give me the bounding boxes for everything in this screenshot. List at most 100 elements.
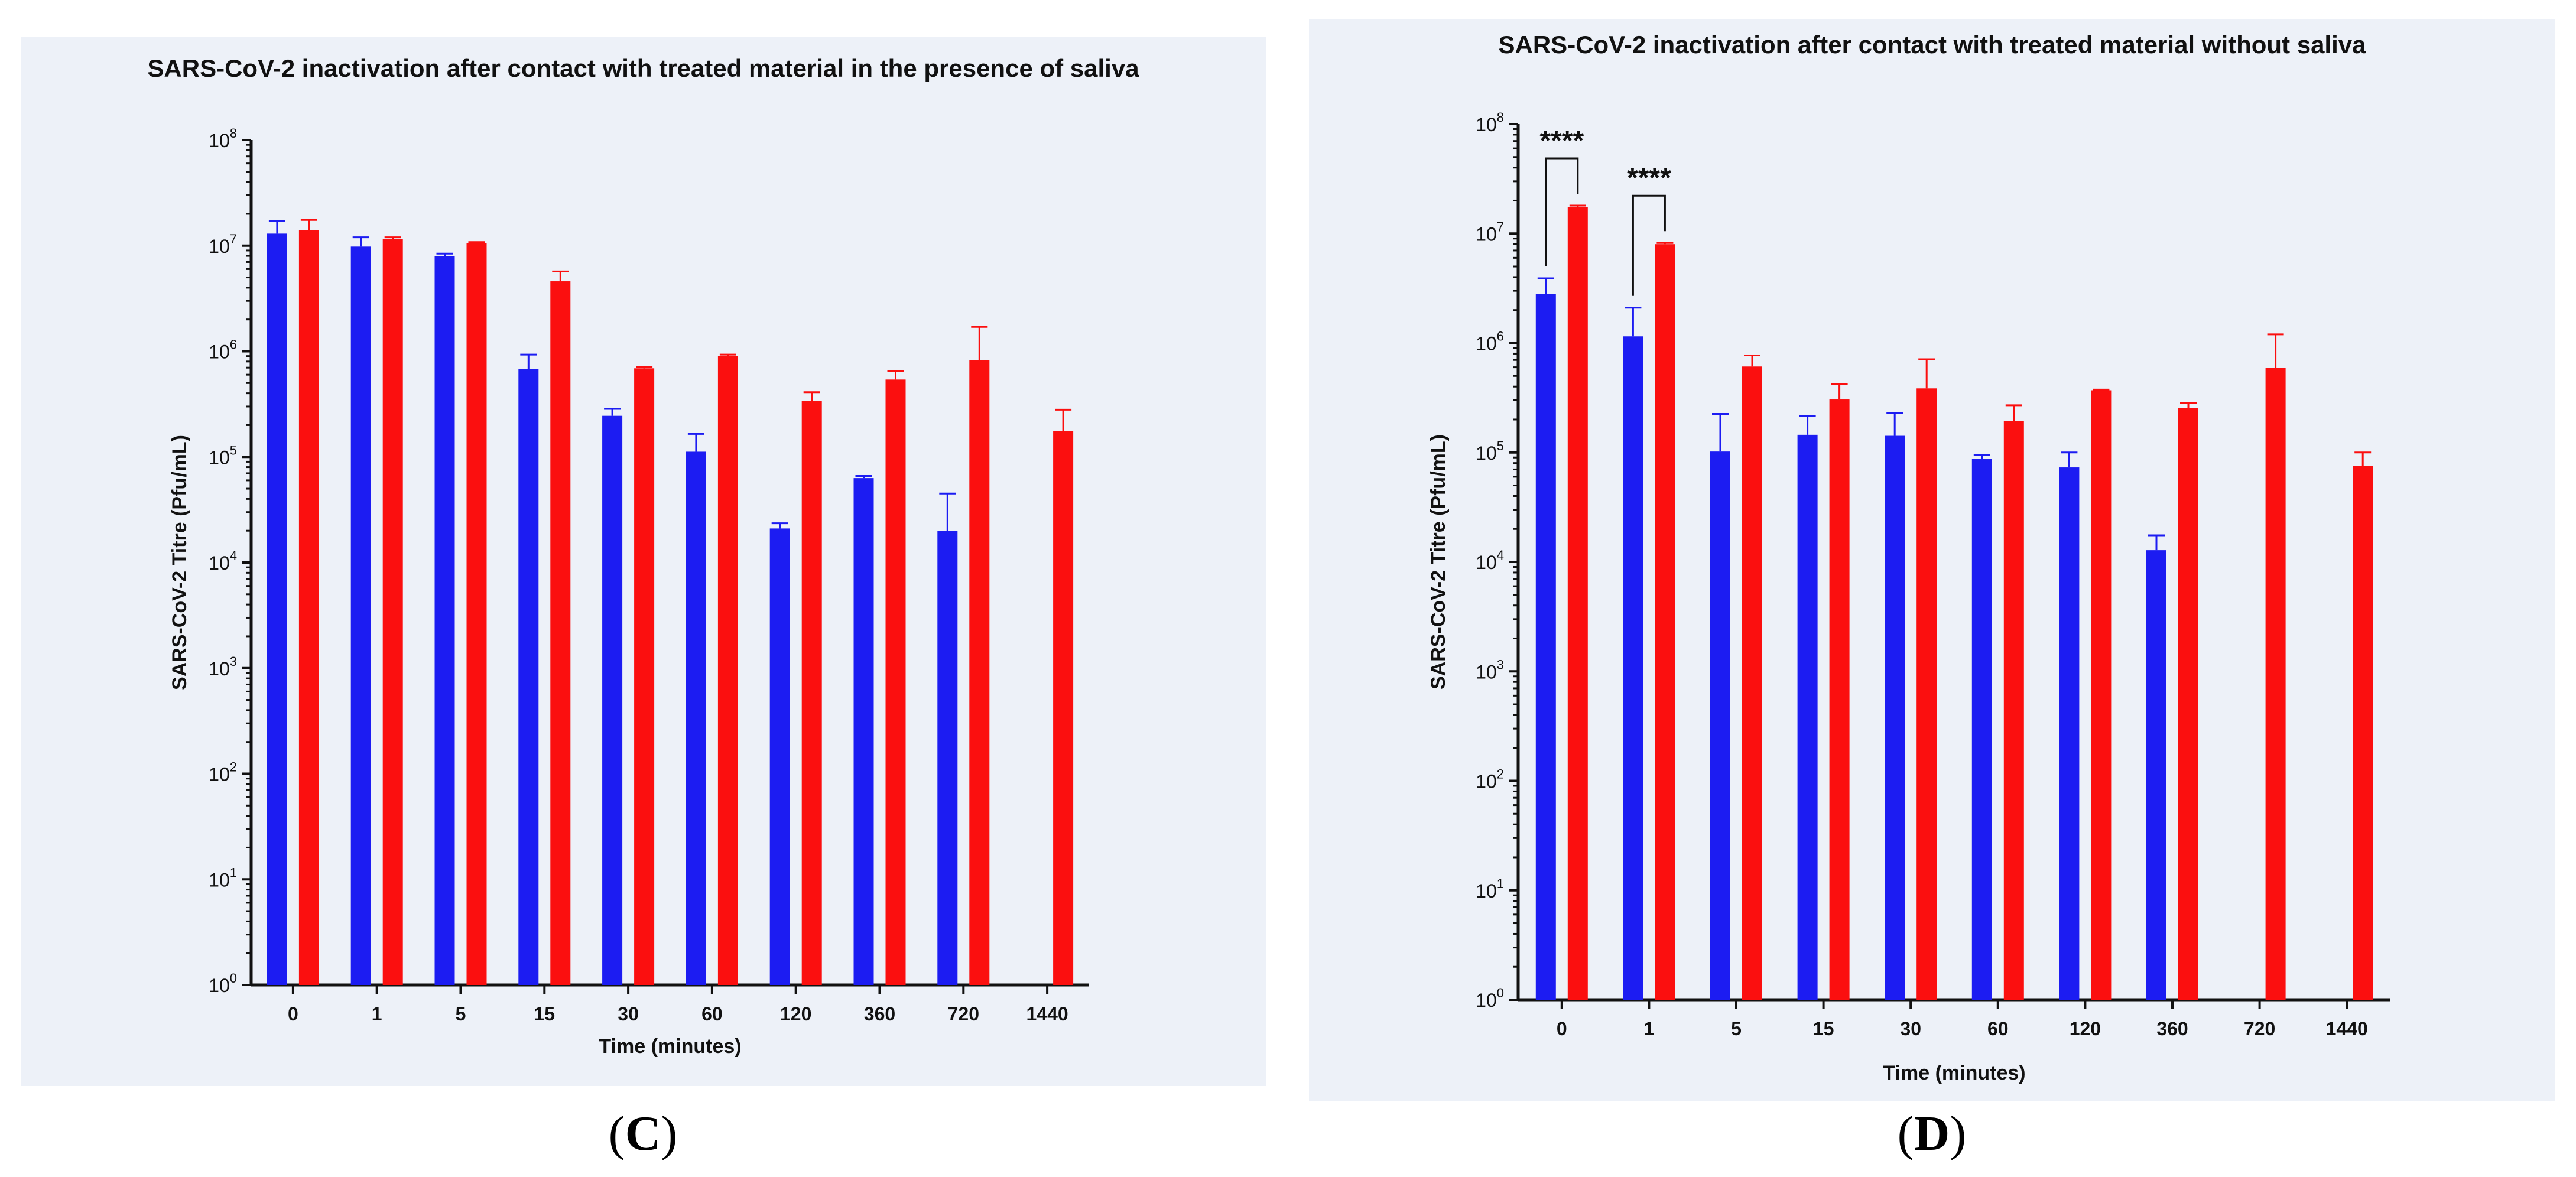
y-tick-label: 101 (209, 865, 237, 890)
y-tick-exponent: 5 (230, 443, 237, 457)
y-tick-base: 10 (1476, 333, 1497, 355)
bar (769, 528, 790, 985)
significance-bracket (1545, 157, 1579, 267)
y-tick-exponent: 5 (1497, 438, 1504, 453)
y-tick-base: 10 (1476, 223, 1497, 245)
y-tick-exponent: 3 (1497, 657, 1504, 672)
y-axis-title: SARS-CoV-2 Titre (Pfu/mL) (168, 435, 191, 690)
y-tick-label: 104 (209, 548, 237, 574)
y-tick-exponent: 2 (230, 760, 237, 775)
y-axis-title: SARS-CoV-2 Titre (Pfu/mL) (1427, 434, 1450, 690)
bar (2003, 421, 2024, 1000)
x-tick-label: 0 (288, 1003, 298, 1025)
bar (2059, 467, 2080, 1000)
y-tick-base: 10 (1476, 114, 1497, 135)
x-tick-label: 30 (618, 1003, 639, 1025)
bar (298, 230, 319, 985)
bar (1885, 435, 1905, 1000)
bar (1916, 388, 1937, 1000)
x-tick-label: 5 (456, 1003, 466, 1025)
x-tick-label: 360 (2156, 1018, 2188, 1039)
x-axis-title: Time (minutes) (599, 1035, 741, 1058)
y-tick-label: 101 (1476, 876, 1504, 902)
x-axis-title: Time (minutes) (1883, 1062, 2025, 1084)
y-tick-base: 10 (209, 975, 230, 996)
x-tick-label: 360 (864, 1003, 895, 1025)
bar (2146, 550, 2166, 1000)
bar (1655, 244, 1675, 1000)
bar (267, 233, 287, 986)
bar (969, 360, 990, 985)
y-tick-label: 100 (1476, 986, 1504, 1011)
bar (518, 369, 539, 986)
bar (885, 379, 906, 985)
bar (937, 531, 958, 985)
y-tick-base: 10 (1476, 771, 1497, 792)
y-tick-base: 10 (209, 658, 230, 679)
x-tick-label: 60 (1987, 1018, 2009, 1039)
y-tick-base: 10 (209, 130, 230, 151)
y-tick-base: 10 (1476, 990, 1497, 1011)
bar (801, 401, 822, 985)
y-tick-label: 103 (1476, 657, 1504, 682)
bar (1742, 366, 1762, 1000)
x-tick-label: 5 (1731, 1018, 1742, 1039)
bar (434, 256, 455, 986)
y-tick-exponent: 3 (230, 654, 237, 669)
chart-title: SARS-CoV-2 inactivation after contact wi… (1498, 31, 2366, 58)
x-tick-label: 30 (1900, 1018, 1921, 1039)
y-tick-exponent: 2 (1497, 767, 1504, 782)
y-tick-base: 10 (1476, 552, 1497, 573)
x-tick-label: 120 (780, 1003, 811, 1025)
y-tick-label: 105 (209, 443, 237, 468)
x-tick-label: 720 (948, 1003, 979, 1025)
bar (1710, 451, 1730, 1000)
bar (717, 356, 738, 985)
y-tick-base: 10 (209, 342, 230, 363)
y-tick-base: 10 (209, 869, 230, 890)
y-tick-label: 102 (1476, 767, 1504, 792)
bar (853, 478, 874, 985)
x-tick-label: 1 (372, 1003, 382, 1025)
x-tick-label: 720 (2244, 1018, 2275, 1039)
bar (2353, 466, 2373, 1000)
x-tick-label: 1440 (2326, 1018, 2368, 1039)
y-tick-base: 10 (1476, 880, 1497, 902)
bar (2178, 408, 2198, 1000)
y-tick-label: 106 (1476, 329, 1504, 355)
panel-c: SARS-CoV-2 inactivation after contact wi… (21, 37, 1266, 1086)
y-tick-exponent: 6 (230, 337, 237, 352)
y-tick-label: 103 (209, 654, 237, 679)
bar (634, 368, 655, 986)
x-tick-label: 0 (1557, 1018, 1567, 1039)
bar (1623, 336, 1643, 1000)
y-tick-exponent: 8 (1497, 110, 1504, 125)
x-tick-label: 1440 (1026, 1003, 1068, 1025)
y-tick-exponent: 8 (230, 126, 237, 141)
bar (550, 281, 571, 986)
bar (2265, 368, 2286, 1000)
y-tick-exponent: 0 (230, 971, 237, 986)
y-tick-exponent: 7 (1497, 219, 1504, 234)
bar (1971, 459, 1992, 1000)
chart-title: SARS-CoV-2 inactivation after contact wi… (147, 54, 1139, 82)
x-tick-label: 1 (1644, 1018, 1655, 1039)
bar (1053, 431, 1074, 985)
y-tick-label: 102 (209, 760, 237, 785)
y-tick-base: 10 (209, 552, 230, 574)
y-tick-label: 105 (1476, 438, 1504, 464)
y-tick-label: 106 (209, 337, 237, 363)
panel-label-c: (C) (608, 1106, 678, 1161)
y-tick-exponent: 0 (1497, 986, 1504, 1000)
bar (2091, 390, 2112, 1000)
panel-d: SARS-CoV-2 inactivation after contact wi… (1309, 19, 2555, 1101)
significance-bracket (1632, 194, 1666, 296)
y-tick-label: 108 (1476, 110, 1504, 135)
x-tick-label: 15 (534, 1003, 556, 1025)
bar (602, 415, 623, 985)
y-tick-exponent: 1 (1497, 876, 1504, 891)
bar (1567, 207, 1588, 1000)
bar (1829, 399, 1850, 1000)
